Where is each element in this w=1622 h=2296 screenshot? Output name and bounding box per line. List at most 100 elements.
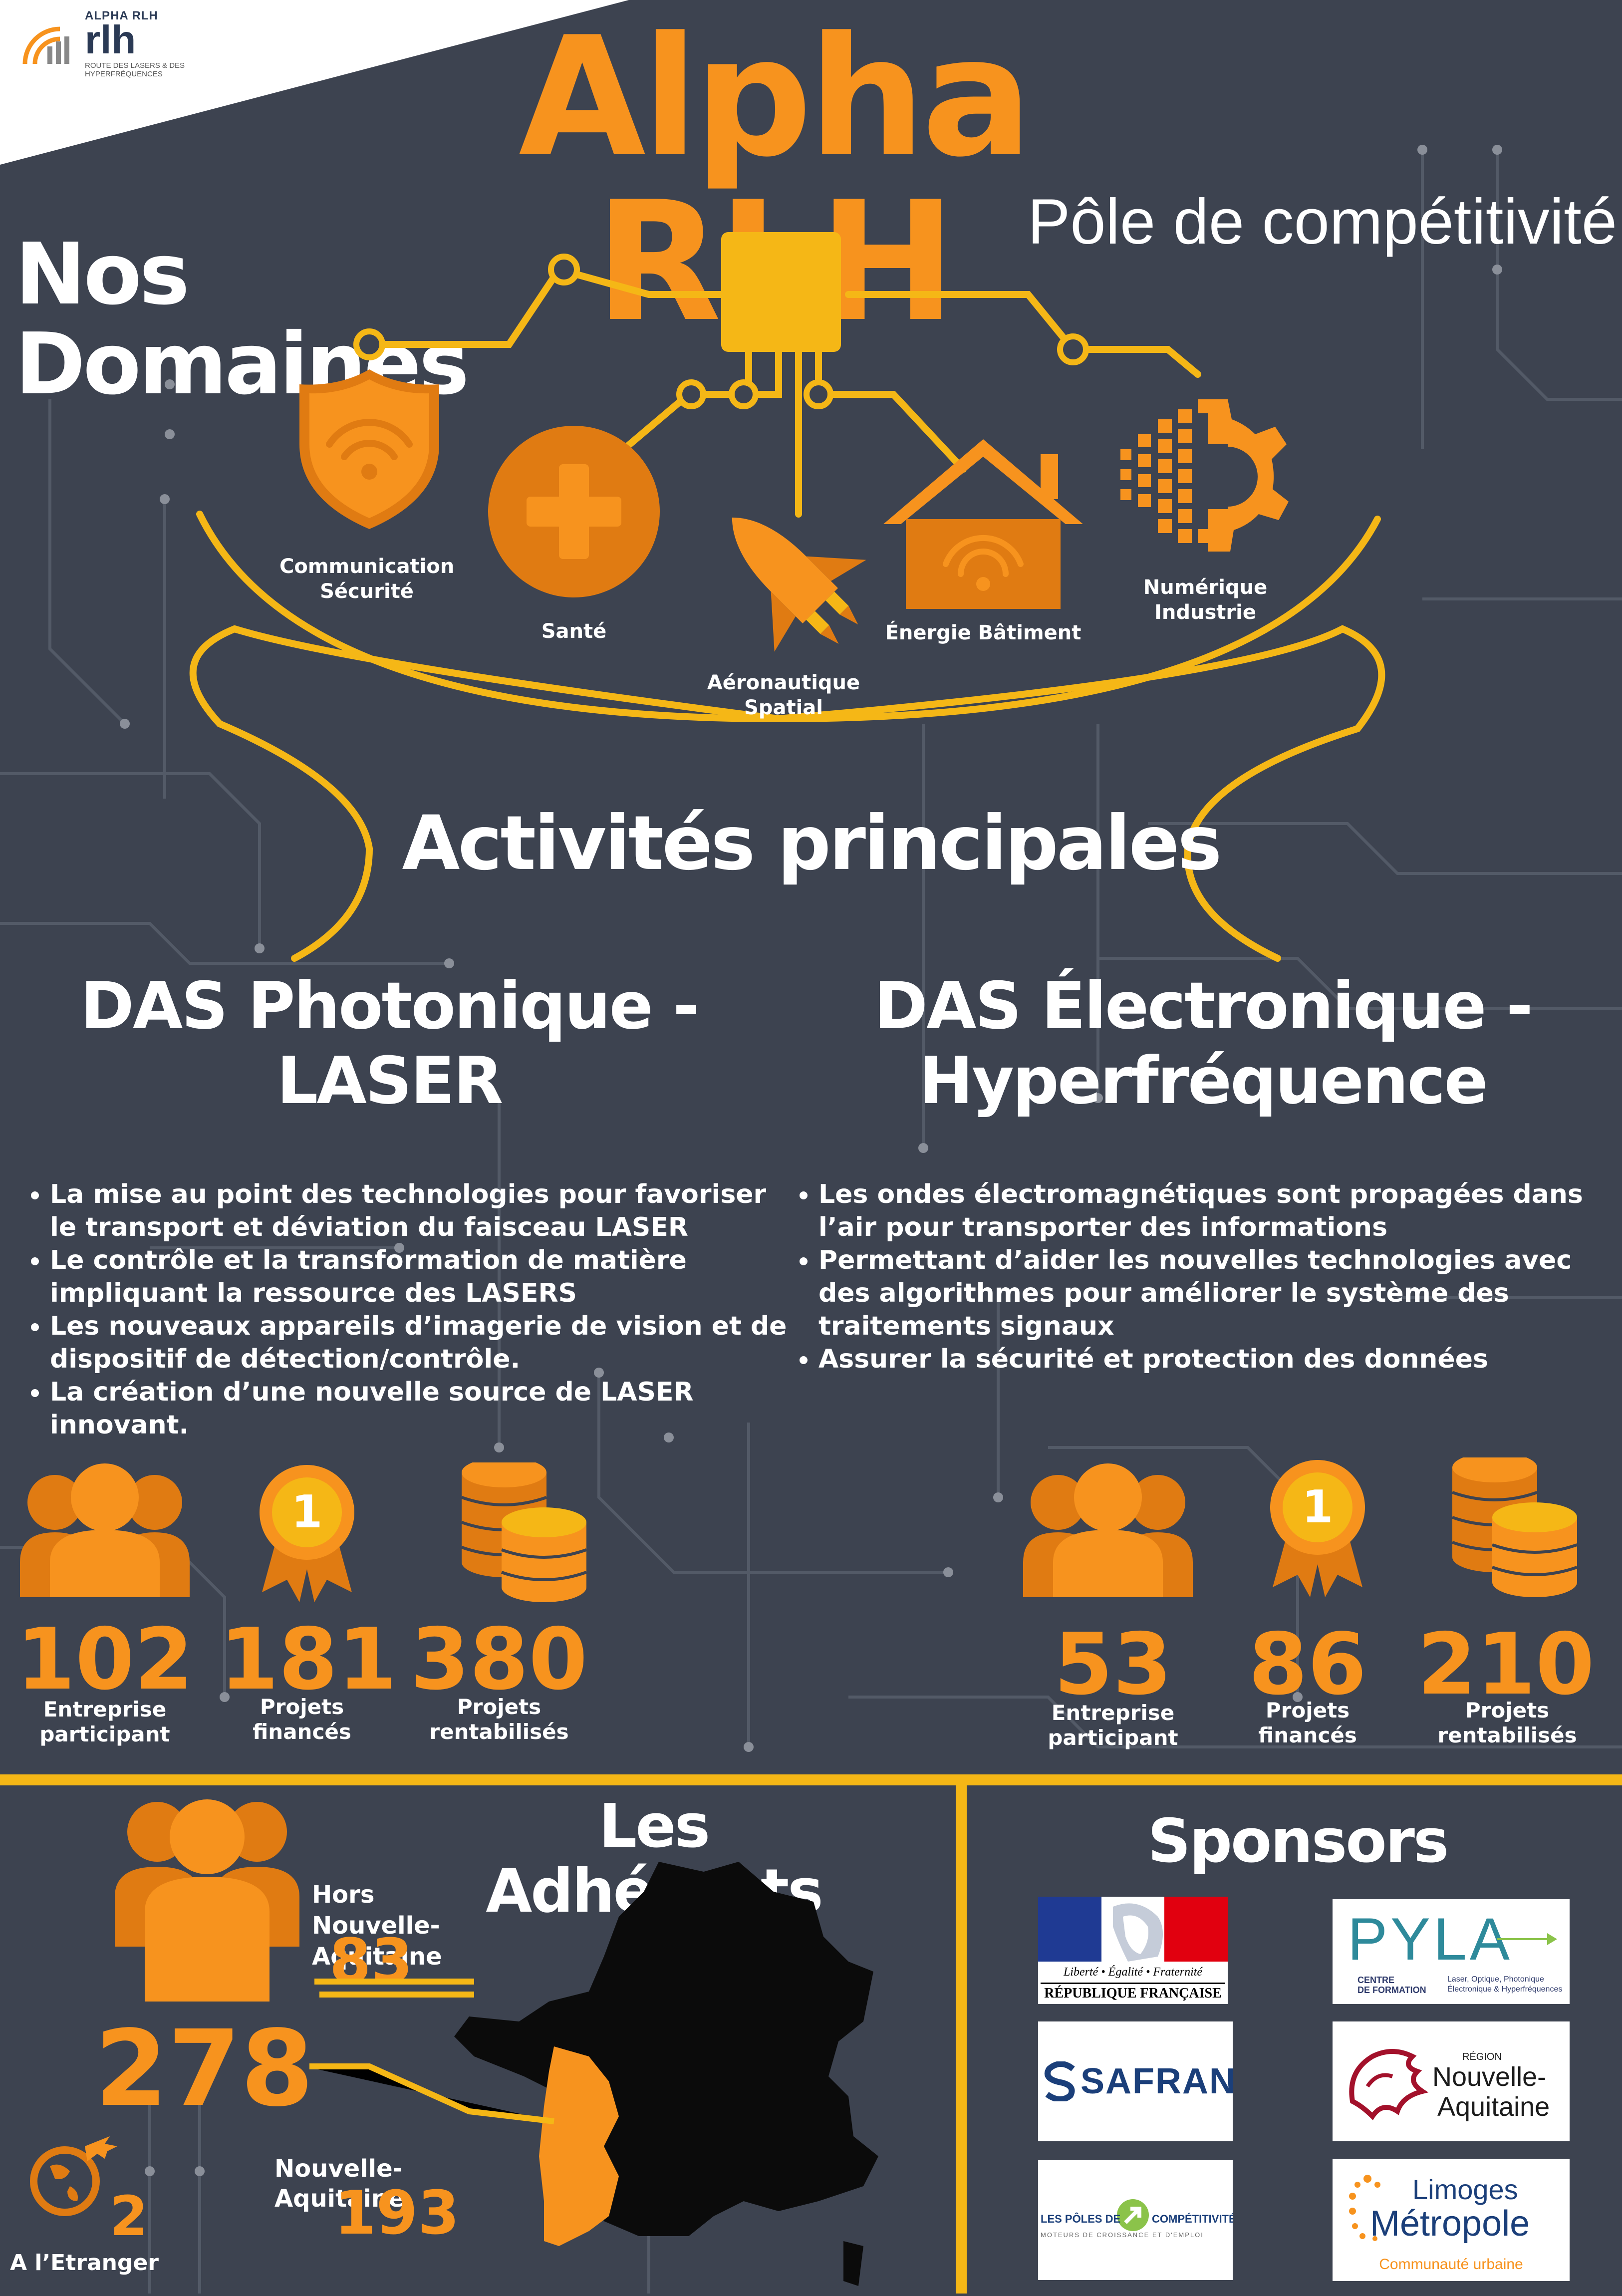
arrow-circle-icon — [1117, 2199, 1149, 2231]
poles-name1: LES PÔLES DE — [1041, 2213, 1121, 2225]
page-subtitle: Pôle de compétitivité — [1027, 186, 1617, 258]
members-abroad-label: A l’Etranger — [10, 2250, 159, 2276]
stat-label-entreprises: Entreprise participant — [1033, 1701, 1193, 1750]
rf-rule — [1041, 1983, 1225, 1984]
dots-logo-icon — [1349, 2175, 1380, 2241]
stat-value-finances: 181 — [220, 1610, 397, 1709]
stat-label-line: participant — [1048, 1725, 1178, 1750]
limoges-name2: Métropole — [1370, 2204, 1530, 2244]
stat-label-line: Projets — [457, 1695, 541, 1719]
region-small: RÉGION — [1462, 2051, 1502, 2062]
shield-wifi-icon — [299, 369, 439, 529]
list-item: Assurer la sécurité et protection des do… — [818, 1343, 1622, 1376]
sponsor-limoges-metropole[interactable]: Limoges Métropole Communauté urbaine — [1333, 2159, 1570, 2281]
sponsor-region-nouvelle-aquitaine[interactable]: RÉGION Nouvelle- Aquitaine — [1333, 2021, 1570, 2141]
stat-label-line: rentabilisés — [1437, 1723, 1577, 1747]
domain-label-aeronautique: Aéronautique Spatial — [707, 671, 860, 719]
lion-head-icon — [1349, 2049, 1429, 2120]
das-electronique-title: DAS Électronique - Hyperfréquence — [848, 968, 1557, 1118]
stat-value-entreprises: 53 — [1054, 1615, 1172, 1714]
das-photonique-title-line2: LASER — [276, 1043, 504, 1119]
sponsor-poles-competitivite[interactable]: LES PÔLES DE COMPÉTITIVITÉ MOTEURS DE CR… — [1038, 2160, 1233, 2280]
pyla-sub1: CENTRE — [1357, 1975, 1395, 1985]
stat-label-finances: Projets financés — [227, 1695, 377, 1744]
stat-value-entreprises: 102 — [16, 1610, 194, 1709]
rf-motto-word: Fraternité — [1153, 1966, 1203, 1979]
marianne-flag-icon — [1038, 1897, 1228, 1962]
brand-logo[interactable]: ALPHA RLH ROUTE DES LASERS & DES HYPERFR… — [20, 9, 230, 84]
section-divider — [0, 1774, 1622, 1785]
rf-name: RÉPUBLIQUE FRANÇAISE — [1044, 1986, 1222, 2001]
members-inside-label: Nouvelle-Aquitaine — [274, 2155, 405, 2213]
outside-underline — [319, 1992, 474, 1998]
members-outside-label-line: Nouvelle-Aquitaine — [312, 1912, 442, 1971]
digital-gear-icon — [1120, 399, 1289, 552]
domain-label-energie: Énergie Bâtiment — [885, 621, 1081, 644]
photonique-bullet-list: La mise au point des technologies pour f… — [15, 1178, 794, 1441]
smart-house-icon — [883, 439, 1083, 609]
pyla-sub2: DE FORMATION — [1357, 1985, 1426, 1995]
list-item: Permettant d’aider les nouvelles technol… — [818, 1244, 1622, 1343]
medal-number: 1 — [291, 1486, 323, 1538]
stat-label-line: Projets — [260, 1695, 344, 1719]
list-item: Les nouveaux appareils d’imagerie de vis… — [50, 1310, 794, 1376]
members-group-icon — [115, 1799, 299, 2002]
people-icon — [1023, 1463, 1193, 1597]
safran-name: SAFRAN — [1081, 2061, 1233, 2101]
das-photonique-title: DAS Photonique - LASER — [40, 968, 739, 1118]
stat-label-rentabilises: Projets rentabilisés — [1432, 1698, 1582, 1748]
stat-label-rentabilises: Projets rentabilisés — [424, 1695, 574, 1744]
poles-name2: COMPÉTITIVITÉ — [1152, 2213, 1233, 2225]
globe-plane-icon — [30, 2136, 117, 2216]
signal-bars-icon — [22, 26, 69, 64]
people-icon — [20, 1463, 190, 1597]
limoges-name1: Limoges — [1412, 2174, 1518, 2205]
region-name2: Aquitaine — [1437, 2092, 1550, 2122]
members-inside-value: 193 — [334, 2179, 460, 2248]
domains-circuit — [189, 232, 1385, 962]
members-total: 278 — [95, 2008, 314, 2130]
medal-icon: 1 — [260, 1465, 354, 1602]
stat-value-finances: 86 — [1248, 1615, 1367, 1714]
domain-label-communication: Communication Sécurité — [279, 555, 455, 603]
das-electronique-title-line1: DAS Électronique - — [874, 968, 1533, 1044]
pyla-arrow-icon — [1497, 1933, 1557, 1945]
stat-label-line: rentabilisés — [429, 1720, 569, 1744]
stat-label-line: Entreprise — [1051, 1701, 1175, 1725]
limoges-tagline: Communauté urbaine — [1379, 2256, 1523, 2273]
stat-label-entreprises: Entreprise participant — [25, 1697, 185, 1747]
das-photonique-title-line1: DAS Photonique - — [80, 968, 700, 1044]
medical-cross-icon — [488, 426, 660, 597]
france-map — [309, 1862, 878, 2286]
list-item: La création d’une nouvelle source de LAS… — [50, 1376, 794, 1441]
domain-label-sante: Santé — [541, 620, 607, 643]
members-outside-label-line: Hors — [312, 1881, 375, 1909]
pyla-name: PYLA — [1348, 1906, 1513, 1973]
stat-label-line: financés — [1258, 1723, 1357, 1747]
logo-wordmark: ALPHA RLH — [85, 9, 158, 22]
poles-tagline: MOTEURS DE CROISSANCE ET D'EMPLOI — [1041, 2231, 1204, 2239]
pyla-desc2: Électronique & Hyperfréquences — [1447, 1985, 1563, 1994]
sponsor-pyla[interactable]: PYLA CENTRE DE FORMATION Laser, Optique,… — [1333, 1899, 1570, 2004]
stat-label-line: Entreprise — [43, 1697, 167, 1722]
members-inside-underline — [309, 2066, 310, 2067]
rf-motto-word: Liberté — [1063, 1966, 1098, 1979]
stat-label-line: financés — [253, 1720, 351, 1744]
activities-heading: Activités principales — [402, 800, 1222, 887]
coins-icon — [1452, 1457, 1577, 1597]
region-name1: Nouvelle- — [1432, 2062, 1547, 2092]
sponsor-republique-francaise[interactable]: Liberté • Égalité • Fraternité RÉPUBLIQU… — [1038, 1897, 1228, 2004]
sponsors-heading: Sponsors — [1147, 1807, 1449, 1876]
logo-subtext: ROUTE DES LASERS & DES HYPERFRÉQUENCES — [85, 61, 185, 78]
safran-s-icon — [1045, 2061, 1075, 2101]
sponsor-safran[interactable]: SAFRAN — [1038, 2021, 1233, 2141]
members-abroad-value: 2 — [110, 2184, 148, 2248]
stat-label-finances: Projets financés — [1233, 1698, 1382, 1748]
pyla-desc1: Laser, Optique, Photonique — [1447, 1975, 1544, 1984]
list-item: Les ondes électromagnétiques sont propag… — [818, 1178, 1622, 1244]
coins-icon — [462, 1462, 586, 1602]
stat-label-line: Projets — [1465, 1698, 1550, 1722]
members-outside-label: Hors Nouvelle-Aquitaine — [312, 1879, 561, 1972]
electronique-bullet-list: Les ondes électromagnétiques sont propag… — [784, 1178, 1622, 1376]
rf-motto: Liberté • Égalité • Fraternité — [1063, 1966, 1203, 1979]
